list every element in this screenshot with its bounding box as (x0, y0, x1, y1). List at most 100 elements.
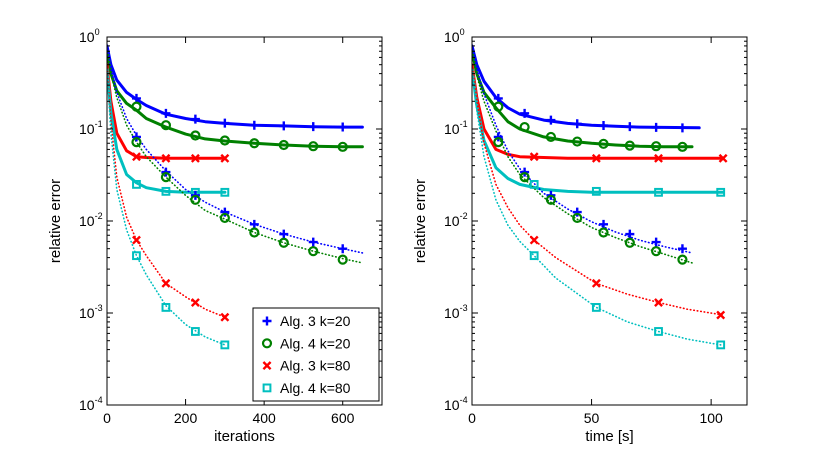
x-tick-label: 400 (252, 410, 276, 426)
data-point-s4-0 (493, 132, 503, 142)
data-point-s7-0 (132, 251, 141, 261)
plot-frame (471, 36, 748, 406)
legend-marker-2 (262, 361, 272, 371)
series-line-0 (107, 44, 364, 129)
data-point-s1-1 (519, 121, 530, 133)
series-line-3 (472, 67, 725, 194)
data-point-s0-0 (493, 93, 503, 103)
data-point-s5-1 (160, 172, 172, 183)
series-group (107, 44, 364, 350)
left-panel-iterations: 10-4 10-3 10-2 10-1 100 0 200 400 600 iterations r… (47, 27, 383, 445)
data-point-s4-5 (625, 229, 635, 239)
data-point-s0-2 (546, 115, 556, 125)
y-axis: 10-4 10-3 10-2 10-1 100 (79, 27, 382, 413)
data-point-s6-1 (591, 278, 601, 288)
data-point-s2-2 (190, 153, 200, 163)
x-tick-label: 0 (468, 410, 476, 426)
data-point-s1-7 (677, 141, 688, 152)
data-point-s0-7 (677, 123, 687, 133)
data-point-s5-3 (219, 212, 230, 224)
series-line-1 (107, 49, 364, 149)
data-point-s1-4 (598, 138, 609, 149)
data-point-s2-2 (654, 153, 663, 163)
x-axis-label: iterations (214, 428, 275, 445)
series-group (472, 44, 728, 350)
y-axis-label: relative error (412, 179, 429, 263)
data-point-s7-1 (591, 303, 601, 312)
data-point-s5-6 (651, 246, 662, 257)
data-point-s3-1 (591, 186, 601, 196)
data-point-s4-4 (599, 219, 609, 229)
data-point-s6-0 (132, 235, 141, 245)
data-point-s0-0 (131, 93, 141, 103)
x-axis: 0 50 100 (468, 37, 723, 426)
data-point-s5-4 (598, 227, 609, 238)
legend-marker-0 (262, 316, 272, 326)
data-point-s4-3 (572, 207, 582, 217)
series-line-7 (107, 68, 226, 346)
data-point-s0-7 (338, 122, 348, 132)
data-point-s0-4 (249, 120, 259, 130)
data-point-s1-1 (160, 120, 172, 131)
data-point-s0-3 (572, 119, 582, 129)
data-point-s6-2 (190, 298, 200, 307)
series-line-4 (472, 45, 693, 254)
y-axis-label: relative error (47, 179, 64, 263)
series-line-7 (472, 68, 722, 346)
data-point-s1-3 (572, 136, 583, 147)
data-point-s4-7 (677, 244, 687, 254)
data-point-s1-3 (219, 135, 230, 146)
data-point-s5-0 (493, 137, 504, 148)
data-point-s5-1 (519, 172, 530, 183)
data-point-s5-3 (572, 212, 583, 224)
x-tick-label: 200 (174, 410, 198, 426)
data-point-s6-1 (161, 278, 171, 288)
data-point-s5-2 (545, 194, 557, 205)
right-panel-time: 10-4 10-3 10-2 10-1 100 0 50 100 time [s] relativ… (412, 27, 748, 445)
x-tick-label: 50 (584, 410, 600, 426)
legend-label-0: Alg. 3 k=20 (280, 313, 351, 329)
data-point-s5-5 (278, 237, 289, 248)
y-axis: 10-4 10-3 10-2 10-1 100 (444, 27, 747, 413)
legend-entry-3: Alg. 4 k=80 (262, 380, 351, 396)
data-point-s5-4 (249, 227, 260, 238)
y-tick-label: 10-4 (79, 395, 103, 413)
data-point-s4-6 (308, 237, 318, 247)
data-point-s0-1 (520, 108, 530, 118)
legend-label-2: Alg. 3 k=80 (280, 358, 351, 374)
data-point-s3-1 (161, 186, 171, 196)
data-point-s5-7 (337, 254, 348, 265)
data-point-s6-3 (716, 310, 726, 320)
data-point-s4-7 (338, 244, 348, 254)
y-tick-label: 100 (79, 27, 100, 45)
data-point-s7-2 (190, 327, 200, 336)
data-point-s2-0 (529, 152, 539, 162)
series-line-6 (472, 63, 724, 316)
data-point-s7-3 (716, 340, 726, 350)
data-point-s7-0 (529, 251, 539, 261)
series-line-1 (472, 49, 694, 149)
data-point-s4-4 (249, 219, 259, 229)
data-point-s0-6 (308, 122, 318, 132)
data-point-s1-6 (651, 141, 662, 152)
data-point-s6-0 (529, 235, 539, 245)
legend-entry-0: Alg. 3 k=20 (262, 313, 351, 329)
data-point-s0-1 (161, 108, 171, 118)
data-point-s5-6 (308, 246, 319, 257)
data-point-s0-3 (220, 118, 230, 128)
legend: Alg. 3 k=20 Alg. 4 k=20 Alg. 3 k=80 Alg. 4 … (252, 307, 380, 402)
data-point-s1-6 (308, 141, 319, 152)
data-point-s6-3 (220, 312, 230, 322)
y-tick-label: 100 (444, 27, 465, 45)
data-point-s4-5 (279, 229, 289, 239)
data-point-s4-6 (651, 237, 661, 247)
data-point-s4-0 (131, 132, 141, 142)
data-point-s7-3 (220, 340, 230, 350)
data-point-s0-4 (599, 121, 609, 131)
data-point-s3-2 (654, 187, 663, 197)
data-point-s5-5 (624, 237, 635, 248)
y-tick-label: 10-1 (79, 119, 103, 137)
y-tick-label: 10-4 (444, 395, 468, 413)
series-line-0 (472, 44, 701, 130)
y-tick-label: 10-3 (444, 303, 468, 321)
